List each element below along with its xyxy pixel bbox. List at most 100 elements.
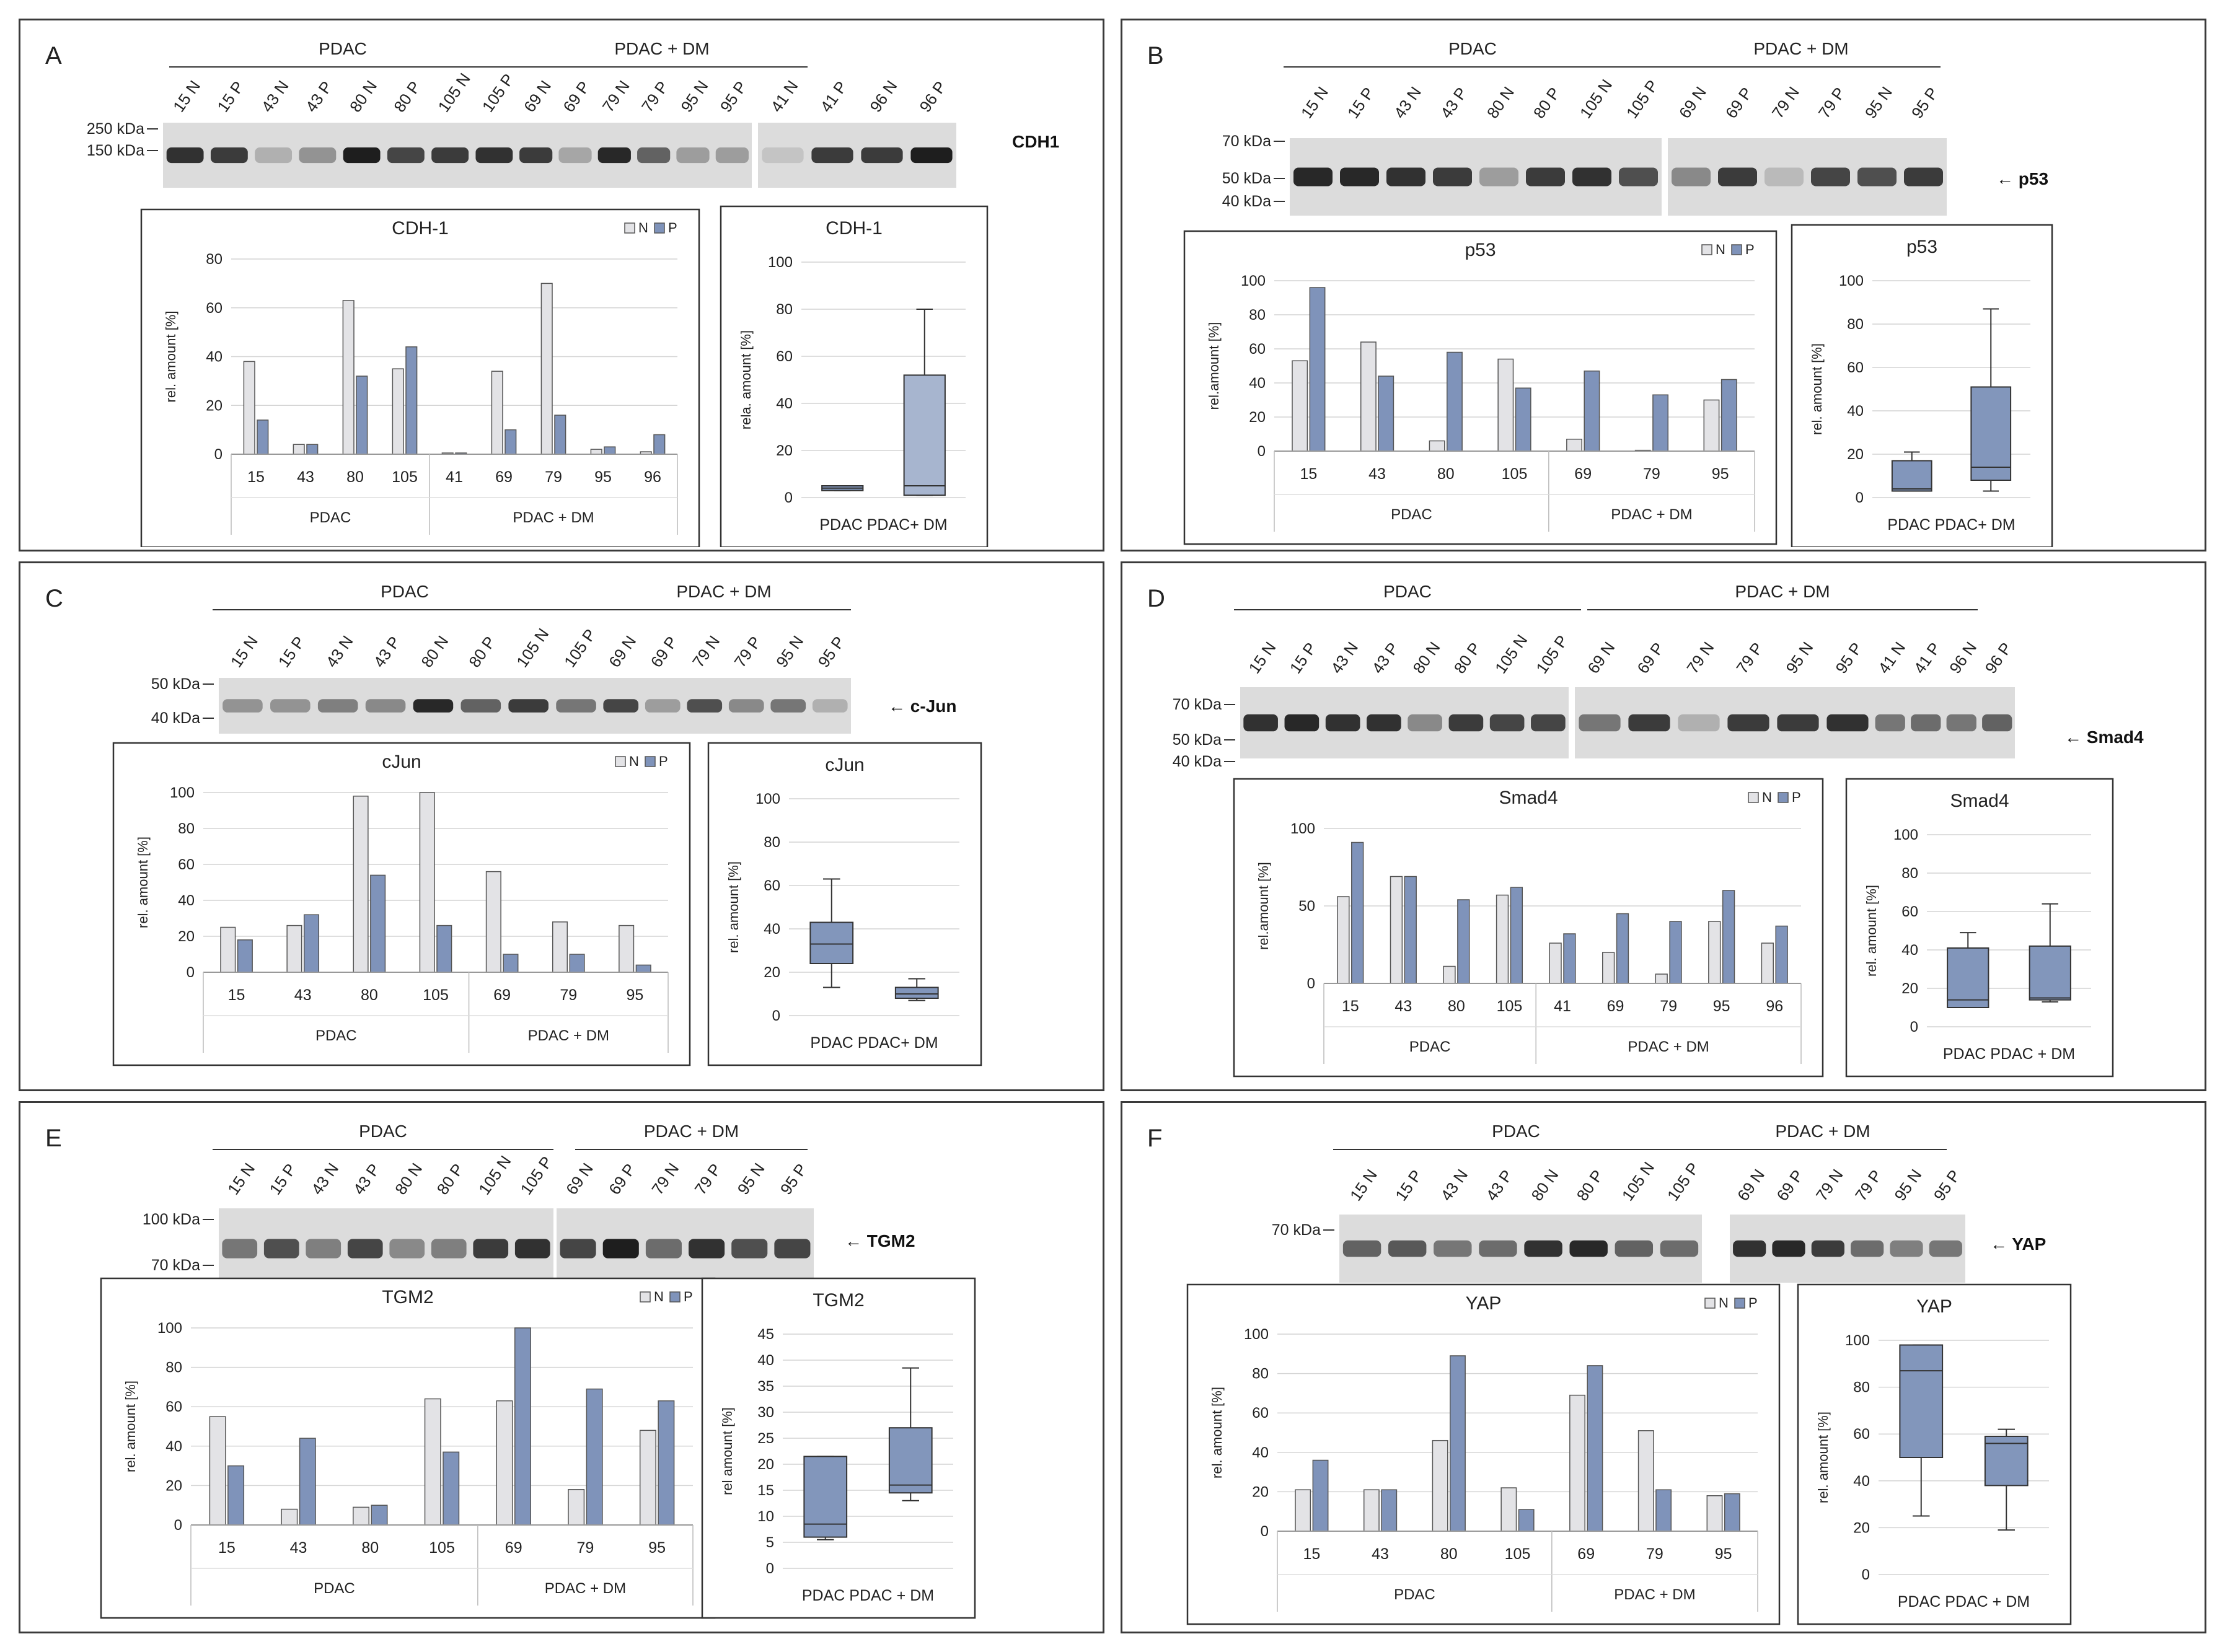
bar-category-label: 43 [297, 468, 314, 486]
box-chart-title: Smad4 [1950, 791, 2009, 811]
blot-lane-label: 79 N [689, 632, 723, 670]
bar-y-tick: 0 [187, 964, 195, 981]
box-y-tick: 60 [764, 877, 780, 894]
blot-band [508, 699, 549, 713]
blot-band [519, 147, 553, 164]
bar-n [353, 796, 369, 973]
blot-protein-label: ← p53 [1996, 169, 2048, 188]
bar-category-label: 95 [1712, 465, 1729, 483]
panel-b: B PDAC PDAC + DM 15 N 15 P 43 N 43 P 80 N 80 P 10… [1121, 19, 2206, 551]
blot-band [1489, 714, 1525, 732]
bar-category-label: 95 [1713, 998, 1730, 1015]
blot-band [460, 699, 501, 713]
panel-e: E PDAC PDAC + DM 15 N 15 P 43 N 43 P 80 N 80 P 10… [19, 1101, 1104, 1633]
blot-lane-label: 96 P [1981, 639, 2016, 677]
bar-chart-frame [140, 208, 700, 547]
box-y-tick: 60 [1901, 903, 1918, 920]
blot-group-label: PDAC + DM [676, 582, 771, 601]
blot-lane-label: 69 P [605, 1160, 639, 1198]
blot-lane-label: 69 N [1584, 638, 1618, 677]
bar-y-tick: 40 [165, 1438, 182, 1455]
blot-band [770, 699, 806, 713]
box-x-labels: PDAC PDAC + DM [1898, 1593, 2030, 1610]
box-chart: Smad4 0 20 40 60 80 100 rel. amount [%] PDAC PDA… [1845, 778, 2114, 1078]
blot-lane-label: 105 N [475, 1152, 514, 1198]
bar-p [1584, 371, 1600, 452]
bar-p [1655, 1489, 1672, 1532]
blot-band [1340, 167, 1379, 187]
blot-band [687, 699, 723, 713]
box-y-tick: 5 [766, 1534, 774, 1551]
bar-category-label: 69 [1607, 998, 1624, 1015]
bar-category-label: 79 [1660, 998, 1677, 1015]
blot-lane-label: 41 P [816, 77, 850, 115]
legend-p-swatch [1731, 244, 1742, 255]
bar-p [1515, 387, 1531, 452]
bar-category-label: 80 [346, 468, 364, 486]
blot-lane-label: 105 N [1491, 631, 1531, 677]
bar-category-label: 43 [1372, 1545, 1389, 1563]
bar-n [1703, 399, 1720, 452]
box-y-tick: 60 [1847, 359, 1864, 376]
bar-group-label: PDAC [315, 1027, 357, 1044]
blot-marker-label: 70 kDa [1173, 696, 1222, 713]
bar-p [1381, 1489, 1398, 1532]
bar-p [514, 1327, 531, 1526]
box-x-labels: PDAC PDAC + DM [1943, 1045, 2075, 1063]
blot-lane-label: 95 N [1782, 638, 1817, 677]
box-y-tick: 100 [768, 254, 793, 271]
bar-n [220, 926, 236, 973]
bar-y-tick: 60 [1252, 1405, 1269, 1421]
bar-y-tick: 50 [1298, 898, 1315, 915]
legend-p-label: P [659, 754, 668, 769]
bar-category-label: 105 [392, 468, 418, 486]
blot-lane-label: 95 P [716, 77, 751, 115]
bar-n [293, 444, 305, 455]
blot-lane-label: 80 P [390, 77, 424, 115]
blot-band [1946, 714, 1976, 732]
bar-group-label: PDAC + DM [513, 509, 594, 526]
bar-group-label: PDAC [1391, 506, 1432, 523]
bar-y-tick: 60 [1249, 341, 1266, 358]
blot-lane-label: 79 N [599, 77, 633, 115]
blot-marker-label: 40 kDa [1222, 193, 1271, 210]
bar-category-label: 95 [1715, 1545, 1732, 1563]
bar-y-label: rel. amount [%] [123, 1381, 138, 1472]
legend-n-label: N [1762, 789, 1772, 805]
box-y-tick: 20 [1847, 446, 1864, 463]
bar-p [653, 434, 666, 455]
blot-lane-label: 79 P [1732, 639, 1766, 677]
blot-lane-label: 95 N [1890, 1166, 1925, 1204]
blot-lane-label: 95 P [814, 633, 848, 670]
bar-p [1587, 1365, 1603, 1532]
blot-lane-label: 69 P [647, 633, 681, 670]
blot-lane-label: 69 P [1773, 1166, 1807, 1204]
blot-band [1875, 714, 1905, 732]
bar-p [1722, 890, 1735, 984]
box-x-labels: PDAC PDAC + DM [802, 1587, 934, 1604]
blot-lane-label: 80 N [1409, 638, 1443, 677]
blot-marker-label: 250 kDa [87, 120, 144, 138]
box-y-tick: 100 [1839, 273, 1864, 289]
blot-lane-label: 15 P [1391, 1166, 1425, 1204]
bar-n [1655, 973, 1668, 984]
blot-band [645, 1239, 682, 1259]
blot-band [1929, 1240, 1962, 1257]
blot-lane-label: 80 N [417, 632, 452, 670]
blot-band [1479, 167, 1518, 187]
blot-band [597, 147, 631, 164]
blot-lane-label: 80 P [465, 633, 499, 670]
blot-band [1890, 1240, 1923, 1257]
box-y-tick: 20 [776, 442, 793, 459]
blot-lane-label: 43 P [1437, 84, 1471, 121]
legend-p-label: P [684, 1289, 693, 1304]
blot-marker-label: 100 kDa [143, 1211, 200, 1228]
bar-group-label: PDAC + DM [528, 1027, 609, 1044]
blot-lane-label: 15 P [266, 1160, 300, 1198]
box-y-tick: 80 [1847, 316, 1864, 333]
blot-lane-label: 80 N [1483, 83, 1518, 121]
blot-lane-label: 43 N [1437, 1166, 1471, 1204]
box-y-tick: 20 [764, 964, 780, 981]
bar-group-label: PDAC [1409, 1039, 1451, 1055]
bar-y-tick: 80 [178, 820, 195, 837]
